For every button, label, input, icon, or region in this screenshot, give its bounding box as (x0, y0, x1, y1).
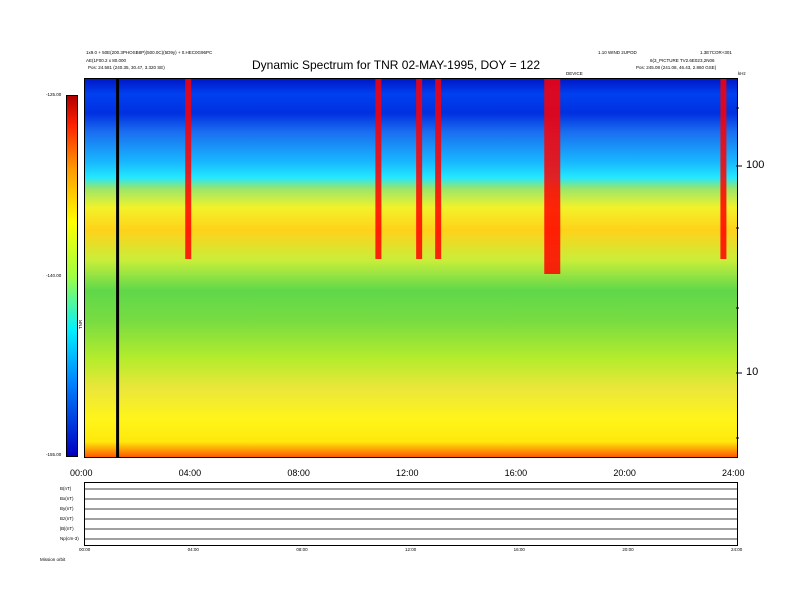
chart-title: Dynamic Spectrum for TNR 02-MAY-1995, DO… (251, 58, 540, 72)
colorbar-mid-label: -140.00 (46, 273, 62, 278)
corner-unit-label: kHz (738, 71, 746, 76)
header-right-line3: Pos: 245.08 (241.08, 46.43, 2.860 GSE) (636, 65, 717, 70)
x-tick-label: 04:00 (178, 468, 202, 478)
bottom-x-tick-label: 24:00 (731, 547, 743, 552)
spectrogram-plot (84, 78, 738, 458)
y-tick-label: 10 (746, 366, 759, 378)
header-left-line1: 1x9.0 + 50E(200.3PHOSB8P)(500.0C)(5D9y) … (86, 50, 213, 55)
y-tick-label: 100 (746, 159, 765, 171)
bottom-x-tick-label: 12:00 (405, 547, 417, 552)
x-tick-label: 08:00 (287, 468, 310, 478)
emission-event (416, 79, 423, 259)
colorbar-bottom-label: -155.00 (46, 452, 62, 457)
colorbar (66, 95, 78, 457)
bottom-row-label: B(nT) (60, 486, 72, 491)
x-tick-label: 20:00 (613, 468, 636, 478)
emission-event (435, 79, 442, 259)
bottom-row-label: Bz(nT) (60, 516, 74, 521)
bottom-x-tick-label: 04:00 (187, 547, 199, 552)
x-tick-label: 00:00 (70, 468, 93, 478)
bottom-x-tick-label: 00:00 (79, 547, 91, 552)
bottom-x-tick-label: 08:00 (296, 547, 308, 552)
colorbar-top-label: -125.00 (46, 92, 62, 97)
bottom-timeseries-lines (85, 488, 737, 540)
spectrogram-overlay (116, 79, 727, 457)
bottom-timeseries-panel (84, 482, 738, 546)
x-tick-label: 24:00 (722, 468, 745, 478)
emission-event (375, 79, 382, 259)
header-right-line1b: 1.3E7COR+301 (700, 50, 732, 55)
emission-event (720, 79, 727, 259)
y-axis-right (736, 107, 742, 439)
bottom-row-label: Np(cm-3) (60, 536, 79, 541)
footer-label: Mission orbit (40, 557, 66, 562)
emission-event (185, 79, 192, 259)
x-tick-label: 16:00 (504, 468, 528, 478)
bottom-row-label: Bx(nT) (60, 496, 74, 501)
bottom-x-tick-label: 20:00 (622, 547, 634, 552)
marker-label: DEVICE (566, 71, 583, 76)
bottom-x-tick-label: 16:00 (513, 547, 525, 552)
header-right-line1: 1.10 WIND 2UPOD (598, 50, 637, 55)
bottom-row-label: |B|(nT) (60, 526, 74, 531)
colorbar-axis-label: TNR (78, 319, 84, 330)
header-left-line3: Pos: 24.581 (240.35, 30.47, 3.320 SE) (88, 65, 165, 70)
header-left-line2: AE(1F00.2 x 80.000 (86, 58, 127, 63)
x-tick-label: 12:00 (396, 468, 419, 478)
bottom-row-label: By(nT) (60, 506, 74, 511)
emission-event (544, 79, 561, 274)
time-marker-line (116, 79, 120, 457)
header-right-line2: 6(3_PICTURE TV2.6E023,2N06 (650, 58, 715, 63)
